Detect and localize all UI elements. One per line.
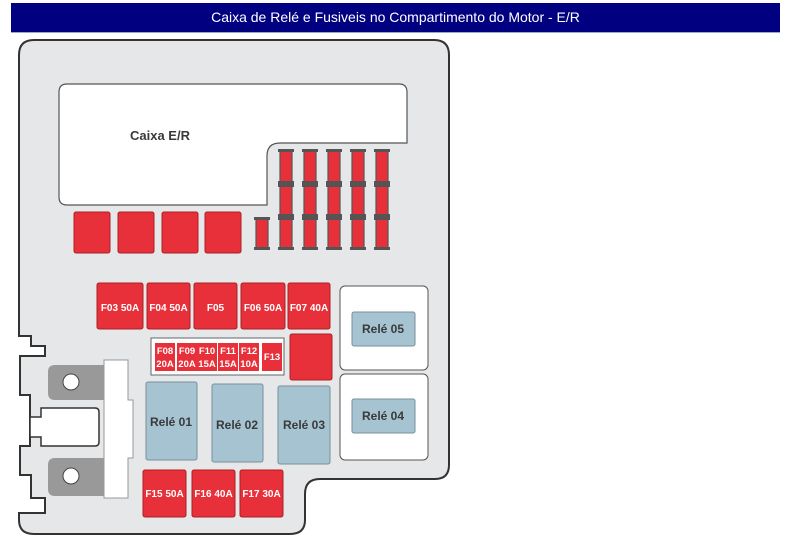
relay-04 — [351, 398, 416, 434]
fuse-label: F07 40A — [290, 303, 328, 314]
mini-fuse-10 — [374, 184, 390, 217]
caixa-er-box — [58, 83, 408, 206]
mini-fuse-3 — [326, 149, 342, 184]
fuse-label: F17 30A — [242, 489, 280, 500]
relay-05 — [351, 311, 416, 347]
fuse-large-5 — [287, 282, 331, 330]
relay-01 — [145, 381, 198, 461]
relay-02 — [211, 383, 264, 463]
fuse-bottom-3 — [239, 469, 284, 518]
fuse-rating: 15A — [219, 359, 237, 370]
fuse-small-4 — [218, 343, 238, 371]
fuse-label: F13 — [264, 352, 280, 363]
caixa-er-label: Caixa E/R — [130, 128, 191, 143]
mini-fuse-6 — [278, 184, 294, 217]
fuse-large-2 — [146, 282, 191, 330]
mini-fuse-4 — [350, 149, 366, 184]
mini-fuse-5 — [374, 149, 390, 184]
fuse-label: F16 40A — [194, 489, 232, 500]
mini-fuse-2 — [302, 149, 318, 184]
fuse-large-1 — [96, 282, 144, 330]
fuse-rating: 20A — [156, 359, 174, 370]
unlabeled-fuse — [289, 333, 333, 381]
fuse-small-1 — [155, 343, 175, 371]
fuse-label: F06 50A — [244, 303, 282, 314]
relay-05-label: Relé 05 — [362, 322, 404, 336]
fuse-square-4 — [204, 211, 242, 254]
relay-03-label: Relé 03 — [283, 418, 325, 432]
fuse-square-1 — [73, 211, 111, 254]
fuse-square-2 — [117, 211, 155, 254]
page-title: Caixa de Relé e Fusiveis no Compartiment… — [11, 3, 780, 33]
fuse-label: F10 — [199, 346, 215, 357]
mini-fuse-1 — [278, 149, 294, 184]
fuse-label: F12 — [241, 346, 257, 357]
fuse-large-3 — [193, 282, 238, 330]
fuse-rating: 10A — [240, 359, 258, 370]
fuse-label: F03 50A — [101, 303, 139, 314]
fuse-rating: 20A — [178, 359, 196, 370]
fuse-bottom-1 — [142, 469, 187, 518]
fuse-rating: 15A — [198, 359, 216, 370]
fuse-small-2 — [177, 343, 197, 371]
mini-fuse-13 — [326, 217, 342, 250]
fuse-label: F05 — [207, 303, 225, 314]
fuse-small-3 — [197, 343, 217, 371]
mini-fuse-12 — [302, 217, 318, 250]
connector — [29, 359, 134, 499]
relay-03 — [277, 385, 331, 465]
mini-fuse-8 — [326, 184, 342, 217]
fuse-bottom-2 — [191, 469, 236, 518]
fuse-small-6 — [262, 343, 282, 371]
fuse-label: F09 — [179, 346, 195, 357]
mini-fuse-11 — [278, 217, 294, 250]
relay-01-label: Relé 01 — [150, 415, 192, 429]
relay-04-label: Relé 04 — [362, 409, 404, 423]
fuse-small-5 — [239, 343, 259, 371]
fuse-label: F11 — [220, 346, 237, 357]
fuse-label: F08 — [157, 346, 173, 357]
fuse-square-3 — [161, 211, 199, 254]
relay-02-label: Relé 02 — [216, 418, 258, 432]
mini-fuse-14 — [350, 217, 366, 250]
fuse-label: F15 50A — [145, 489, 183, 500]
mini-fuse-15 — [374, 217, 390, 250]
mini-fuse-9 — [350, 184, 366, 217]
fuse-label: F04 50A — [149, 303, 187, 314]
mini-fuse-7 — [302, 184, 318, 217]
fuse-large-4 — [240, 282, 286, 330]
mini-fuse-16 — [254, 217, 270, 250]
